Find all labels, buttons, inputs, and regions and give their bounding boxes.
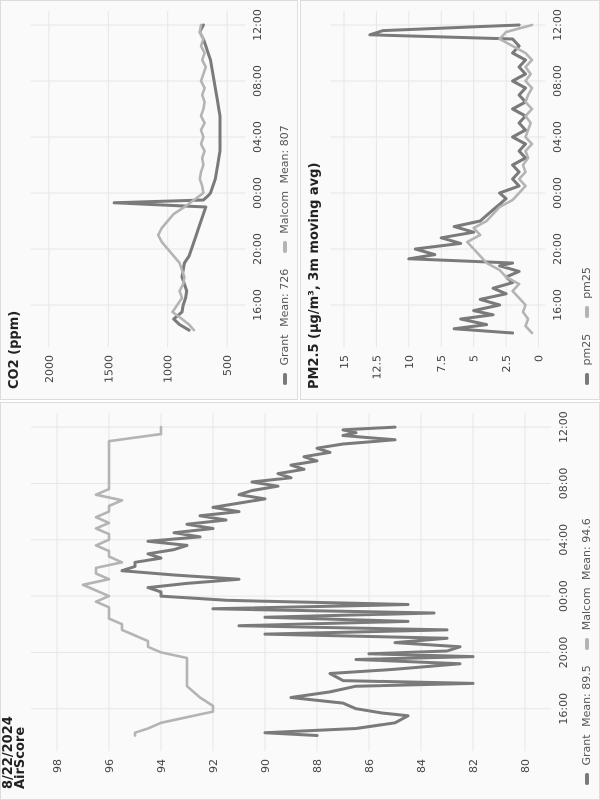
pm25-chart: 16:00 20:00 00:00 04:00 08:00 12:00 0 2.5 5 7.5 10… (331, 9, 564, 380)
x-tick-label: 12:00 (557, 411, 570, 443)
series-line-1 (81, 425, 215, 737)
x-tick-label: 04:00 (251, 121, 264, 153)
series-line-1 (156, 23, 208, 332)
co2-legend-item-grant[interactable]: Grant Mean: 726 (278, 269, 291, 391)
x-tick-label: 12:00 (551, 9, 564, 41)
x-tick-label: 00:00 (551, 177, 564, 209)
pm25-legend-label-1: pm25 (580, 333, 593, 366)
y-tick-label: 86 (363, 759, 376, 773)
y-tick-label: 10 (403, 355, 416, 369)
legend-mean-grant: Mean: 89.5 (580, 665, 593, 727)
y-tick-label: 12.5 (370, 355, 383, 380)
co2-legend-swatch-grant (283, 373, 287, 385)
x-tick-label: 00:00 (251, 177, 264, 209)
co2-legend-mean-grant: Mean: 726 (278, 268, 291, 327)
legend-mean-malcom: Mean: 94.6 (580, 518, 593, 580)
legend-swatch-malcom (585, 637, 589, 650)
pm25-legend: pm25 pm25 (580, 261, 593, 391)
x-tick-label: 16:00 (557, 693, 570, 725)
y-tick-label: 82 (467, 759, 480, 773)
pm25-panel: PM2.5 (μg/m³, 3m moving avg) 16:00 20:00 0… (300, 0, 600, 400)
y-tick-label: 1000 (162, 355, 175, 383)
y-tick-label: 15 (338, 355, 351, 369)
y-tick-label: 94 (155, 759, 168, 773)
x-tick-label: 08:00 (557, 468, 570, 500)
co2-legend-label-malcom: Malcom (278, 190, 291, 234)
co2-legend-item-malcom[interactable]: Malcom Mean: 807 (278, 125, 291, 259)
x-tick-label: 16:00 (251, 289, 264, 321)
airscore-chart: 16:00 20:00 00:00 04:00 08:00 12:00 80 82 84 86 88… (31, 411, 570, 773)
co2-panel: CO2 (ppm) 16:00 20:00 00:00 04:00 08:00 12:00… (0, 0, 298, 400)
series-line-0 (368, 23, 527, 335)
x-tick-label: 04:00 (557, 524, 570, 556)
airscore-panel: 8/22/2024 AirScore 16:00 20:00 00:00 04:00 0… (0, 402, 600, 800)
y-tick-label: 84 (415, 759, 428, 773)
series-line-0 (120, 425, 475, 737)
co2-legend-label-grant: Grant (278, 334, 291, 366)
y-tick-label: 1500 (102, 355, 115, 383)
y-tick-label: 2000 (43, 355, 56, 383)
y-tick-label: 2.5 (500, 355, 513, 373)
y-tick-label: 5 (468, 355, 481, 362)
co2-chart: 16:00 20:00 00:00 04:00 08:00 12:00 500 1000 150… (31, 9, 264, 383)
airscore-legend: Grant Mean: 89.5 Malcom Mean: 94.6 (580, 512, 593, 791)
pm25-legend-label-2: pm25 (580, 267, 593, 299)
x-tick-label: 08:00 (251, 65, 264, 97)
x-tick-label: 20:00 (551, 233, 564, 265)
y-tick-label: 0 (533, 355, 546, 362)
pm25-legend-swatch-2 (585, 306, 589, 319)
legend-item-malcom[interactable]: Malcom Mean: 94.6 (580, 518, 593, 655)
pm25-legend-swatch-1 (585, 373, 589, 385)
co2-legend: Grant Mean: 726 Malcom Mean: 807 (278, 119, 291, 391)
x-tick-label: 08:00 (551, 65, 564, 97)
y-tick-label: 98 (51, 759, 64, 773)
y-tick-label: 500 (221, 355, 234, 376)
x-tick-label: 16:00 (551, 289, 564, 321)
co2-legend-swatch-malcom (283, 241, 287, 254)
legend-label-malcom: Malcom (580, 587, 593, 631)
pm25-legend-item-1[interactable]: pm25 (580, 334, 593, 391)
pm25-legend-item-2[interactable]: pm25 (580, 267, 593, 324)
x-tick-label: 20:00 (557, 637, 570, 669)
x-tick-label: 20:00 (251, 233, 264, 265)
series-line-1 (465, 23, 534, 335)
y-tick-label: 80 (519, 759, 532, 773)
x-tick-label: 12:00 (251, 9, 264, 41)
legend-label-grant: Grant (580, 734, 593, 766)
y-tick-label: 96 (103, 759, 116, 773)
y-tick-label: 88 (311, 759, 324, 773)
legend-swatch-grant (585, 773, 589, 785)
x-tick-label: 00:00 (557, 580, 570, 612)
y-tick-label: 90 (259, 759, 272, 773)
y-tick-label: 7.5 (435, 355, 448, 373)
x-tick-label: 04:00 (551, 121, 564, 153)
legend-item-grant[interactable]: Grant Mean: 89.5 (580, 665, 593, 791)
y-tick-label: 92 (207, 759, 220, 773)
co2-legend-mean-malcom: Mean: 807 (278, 125, 291, 184)
